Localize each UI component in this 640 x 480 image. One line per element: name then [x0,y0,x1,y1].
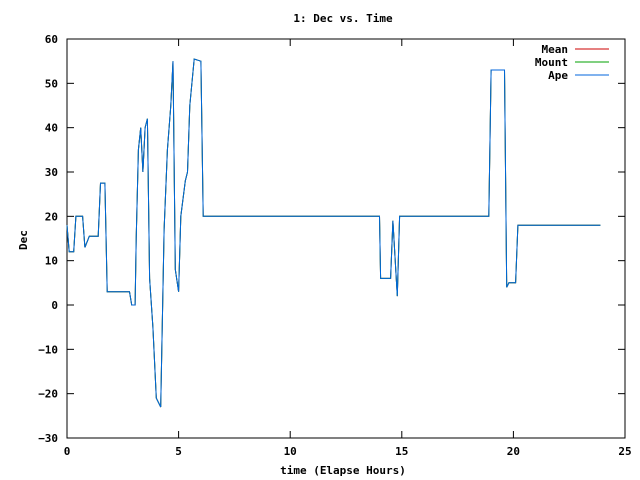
x-tick-label: 20 [507,445,520,458]
y-axis-label: Dec [17,230,30,250]
legend-label-mean: Mean [542,43,569,56]
legend-label-mount: Mount [535,56,568,69]
y-tick-label: 10 [45,255,58,268]
x-tick-label: 10 [284,445,297,458]
series-line-mean [66,58,601,408]
x-tick-label: 5 [175,445,182,458]
x-tick-label: 15 [395,445,408,458]
series-line-mount [66,58,601,408]
x-tick-label: 25 [618,445,631,458]
y-tick-label: 30 [45,166,58,179]
y-axis: −30 −20 −10 0 10 20 30 40 50 60 [38,33,625,445]
plot-frame [66,38,626,439]
x-axis: 0 5 10 15 20 25 [64,39,632,458]
y-tick-label: −30 [38,432,58,445]
y-tick-label: −20 [38,388,58,401]
series-line-ape [66,58,601,408]
y-tick-label: 40 [45,122,58,135]
y-tick-label: 20 [45,210,58,223]
chart-title: 1: Dec vs. Time [293,12,393,25]
x-axis-label: time (Elapse Hours) [280,464,406,477]
x-tick-label: 0 [64,445,71,458]
y-tick-label: −10 [38,343,58,356]
y-tick-label: 60 [45,33,58,46]
y-tick-label: 50 [45,77,58,90]
legend-label-ape: Ape [548,69,568,82]
y-tick-label: 0 [51,299,58,312]
series-lines [66,58,601,408]
